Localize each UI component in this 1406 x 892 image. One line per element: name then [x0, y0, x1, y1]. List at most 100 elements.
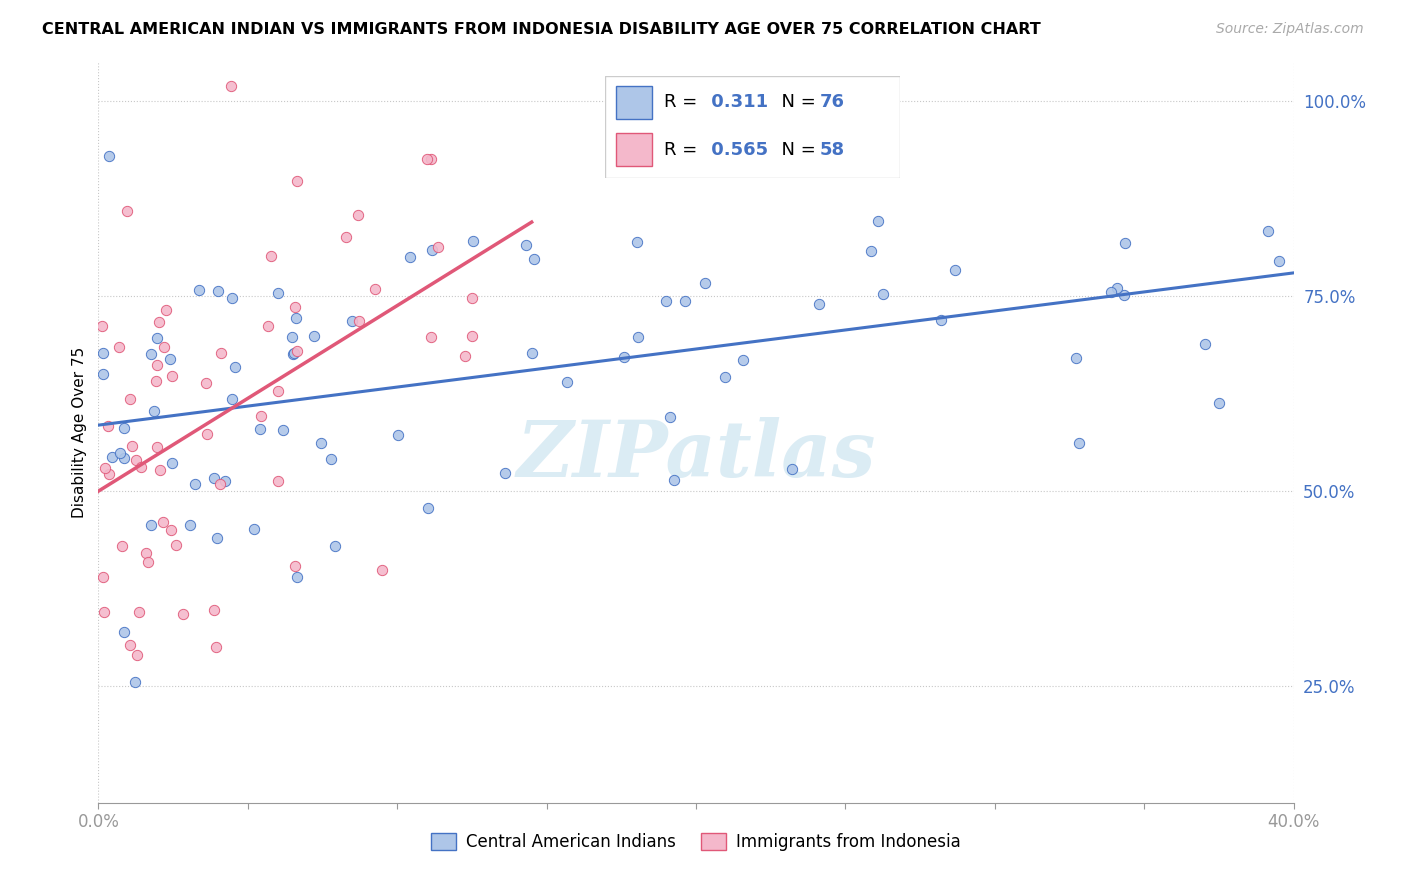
Point: [94, 461, 117, 475]
Point: [266, 474, 288, 488]
Text: 0.311: 0.311: [704, 94, 768, 112]
Point: [363, 282, 385, 296]
Point: [120, 638, 142, 652]
Point: [673, 294, 696, 309]
Point: [420, 243, 443, 257]
Point: [125, 648, 148, 662]
Point: [780, 461, 803, 475]
Point: [929, 313, 952, 327]
Point: [107, 340, 129, 354]
Point: [97, 419, 120, 434]
Point: [194, 376, 217, 391]
Point: [260, 249, 283, 263]
Point: [91, 570, 114, 584]
Point: [427, 240, 450, 254]
Point: [155, 303, 177, 318]
Point: [209, 345, 232, 359]
Point: [267, 384, 290, 398]
Point: [112, 451, 135, 466]
Point: [659, 409, 682, 424]
Point: [152, 515, 174, 529]
Point: [195, 427, 218, 442]
Point: [866, 214, 889, 228]
Point: [399, 250, 422, 264]
Point: [124, 674, 146, 689]
Point: [695, 276, 717, 290]
Point: [112, 421, 135, 435]
Point: [460, 329, 482, 343]
Point: [626, 235, 648, 249]
Point: [160, 368, 183, 383]
Point: [807, 297, 830, 311]
Point: [128, 605, 150, 619]
Point: [285, 570, 308, 584]
Point: [145, 375, 167, 389]
Point: [184, 476, 207, 491]
Point: [323, 539, 346, 553]
Text: R =: R =: [664, 141, 703, 159]
Point: [1268, 254, 1291, 268]
FancyBboxPatch shape: [605, 76, 900, 178]
Point: [662, 473, 685, 487]
Point: [202, 471, 225, 485]
Point: [342, 313, 364, 327]
Point: [115, 203, 138, 218]
Point: [349, 314, 371, 328]
Point: [165, 538, 187, 552]
Point: [284, 558, 307, 573]
Point: [335, 229, 357, 244]
Point: [152, 340, 174, 354]
Point: [494, 466, 516, 480]
Point: [420, 330, 443, 344]
Y-axis label: Disability Age Over 75: Disability Age Over 75: [72, 347, 87, 518]
Point: [249, 422, 271, 436]
Point: [271, 423, 294, 437]
Point: [146, 331, 169, 345]
Point: [118, 392, 141, 406]
Point: [93, 606, 115, 620]
Point: [98, 467, 121, 481]
Point: [221, 392, 243, 406]
Point: [654, 294, 676, 309]
Point: [179, 518, 201, 533]
Point: [520, 345, 543, 359]
Point: [347, 208, 370, 222]
Point: [91, 345, 114, 359]
Text: N =: N =: [770, 141, 821, 159]
Point: [101, 450, 124, 464]
Point: [112, 625, 135, 640]
Point: [205, 640, 228, 654]
Point: [131, 459, 153, 474]
Point: [187, 283, 209, 297]
Point: [420, 152, 443, 166]
Point: [172, 607, 194, 621]
Point: [416, 152, 439, 166]
Point: [309, 436, 332, 450]
Point: [285, 343, 308, 358]
Point: [160, 456, 183, 470]
Point: [714, 369, 737, 384]
Point: [1194, 337, 1216, 351]
Point: [371, 563, 394, 577]
Point: [515, 238, 537, 252]
Point: [555, 375, 578, 389]
Point: [91, 319, 114, 334]
Point: [387, 428, 409, 442]
Point: [125, 453, 148, 467]
Text: 0.565: 0.565: [704, 141, 768, 159]
Point: [416, 501, 439, 516]
Bar: [616, 87, 652, 119]
Point: [149, 463, 172, 477]
Bar: [616, 133, 652, 166]
Point: [219, 78, 242, 93]
Point: [146, 440, 169, 454]
Point: [1107, 281, 1129, 295]
Point: [860, 244, 883, 259]
Point: [221, 291, 243, 305]
Point: [257, 319, 280, 334]
Point: [146, 358, 169, 372]
Point: [453, 349, 475, 363]
Point: [141, 518, 163, 533]
Point: [202, 603, 225, 617]
Legend: Central American Indians, Immigrants from Indonesia: Central American Indians, Immigrants fro…: [425, 826, 967, 857]
